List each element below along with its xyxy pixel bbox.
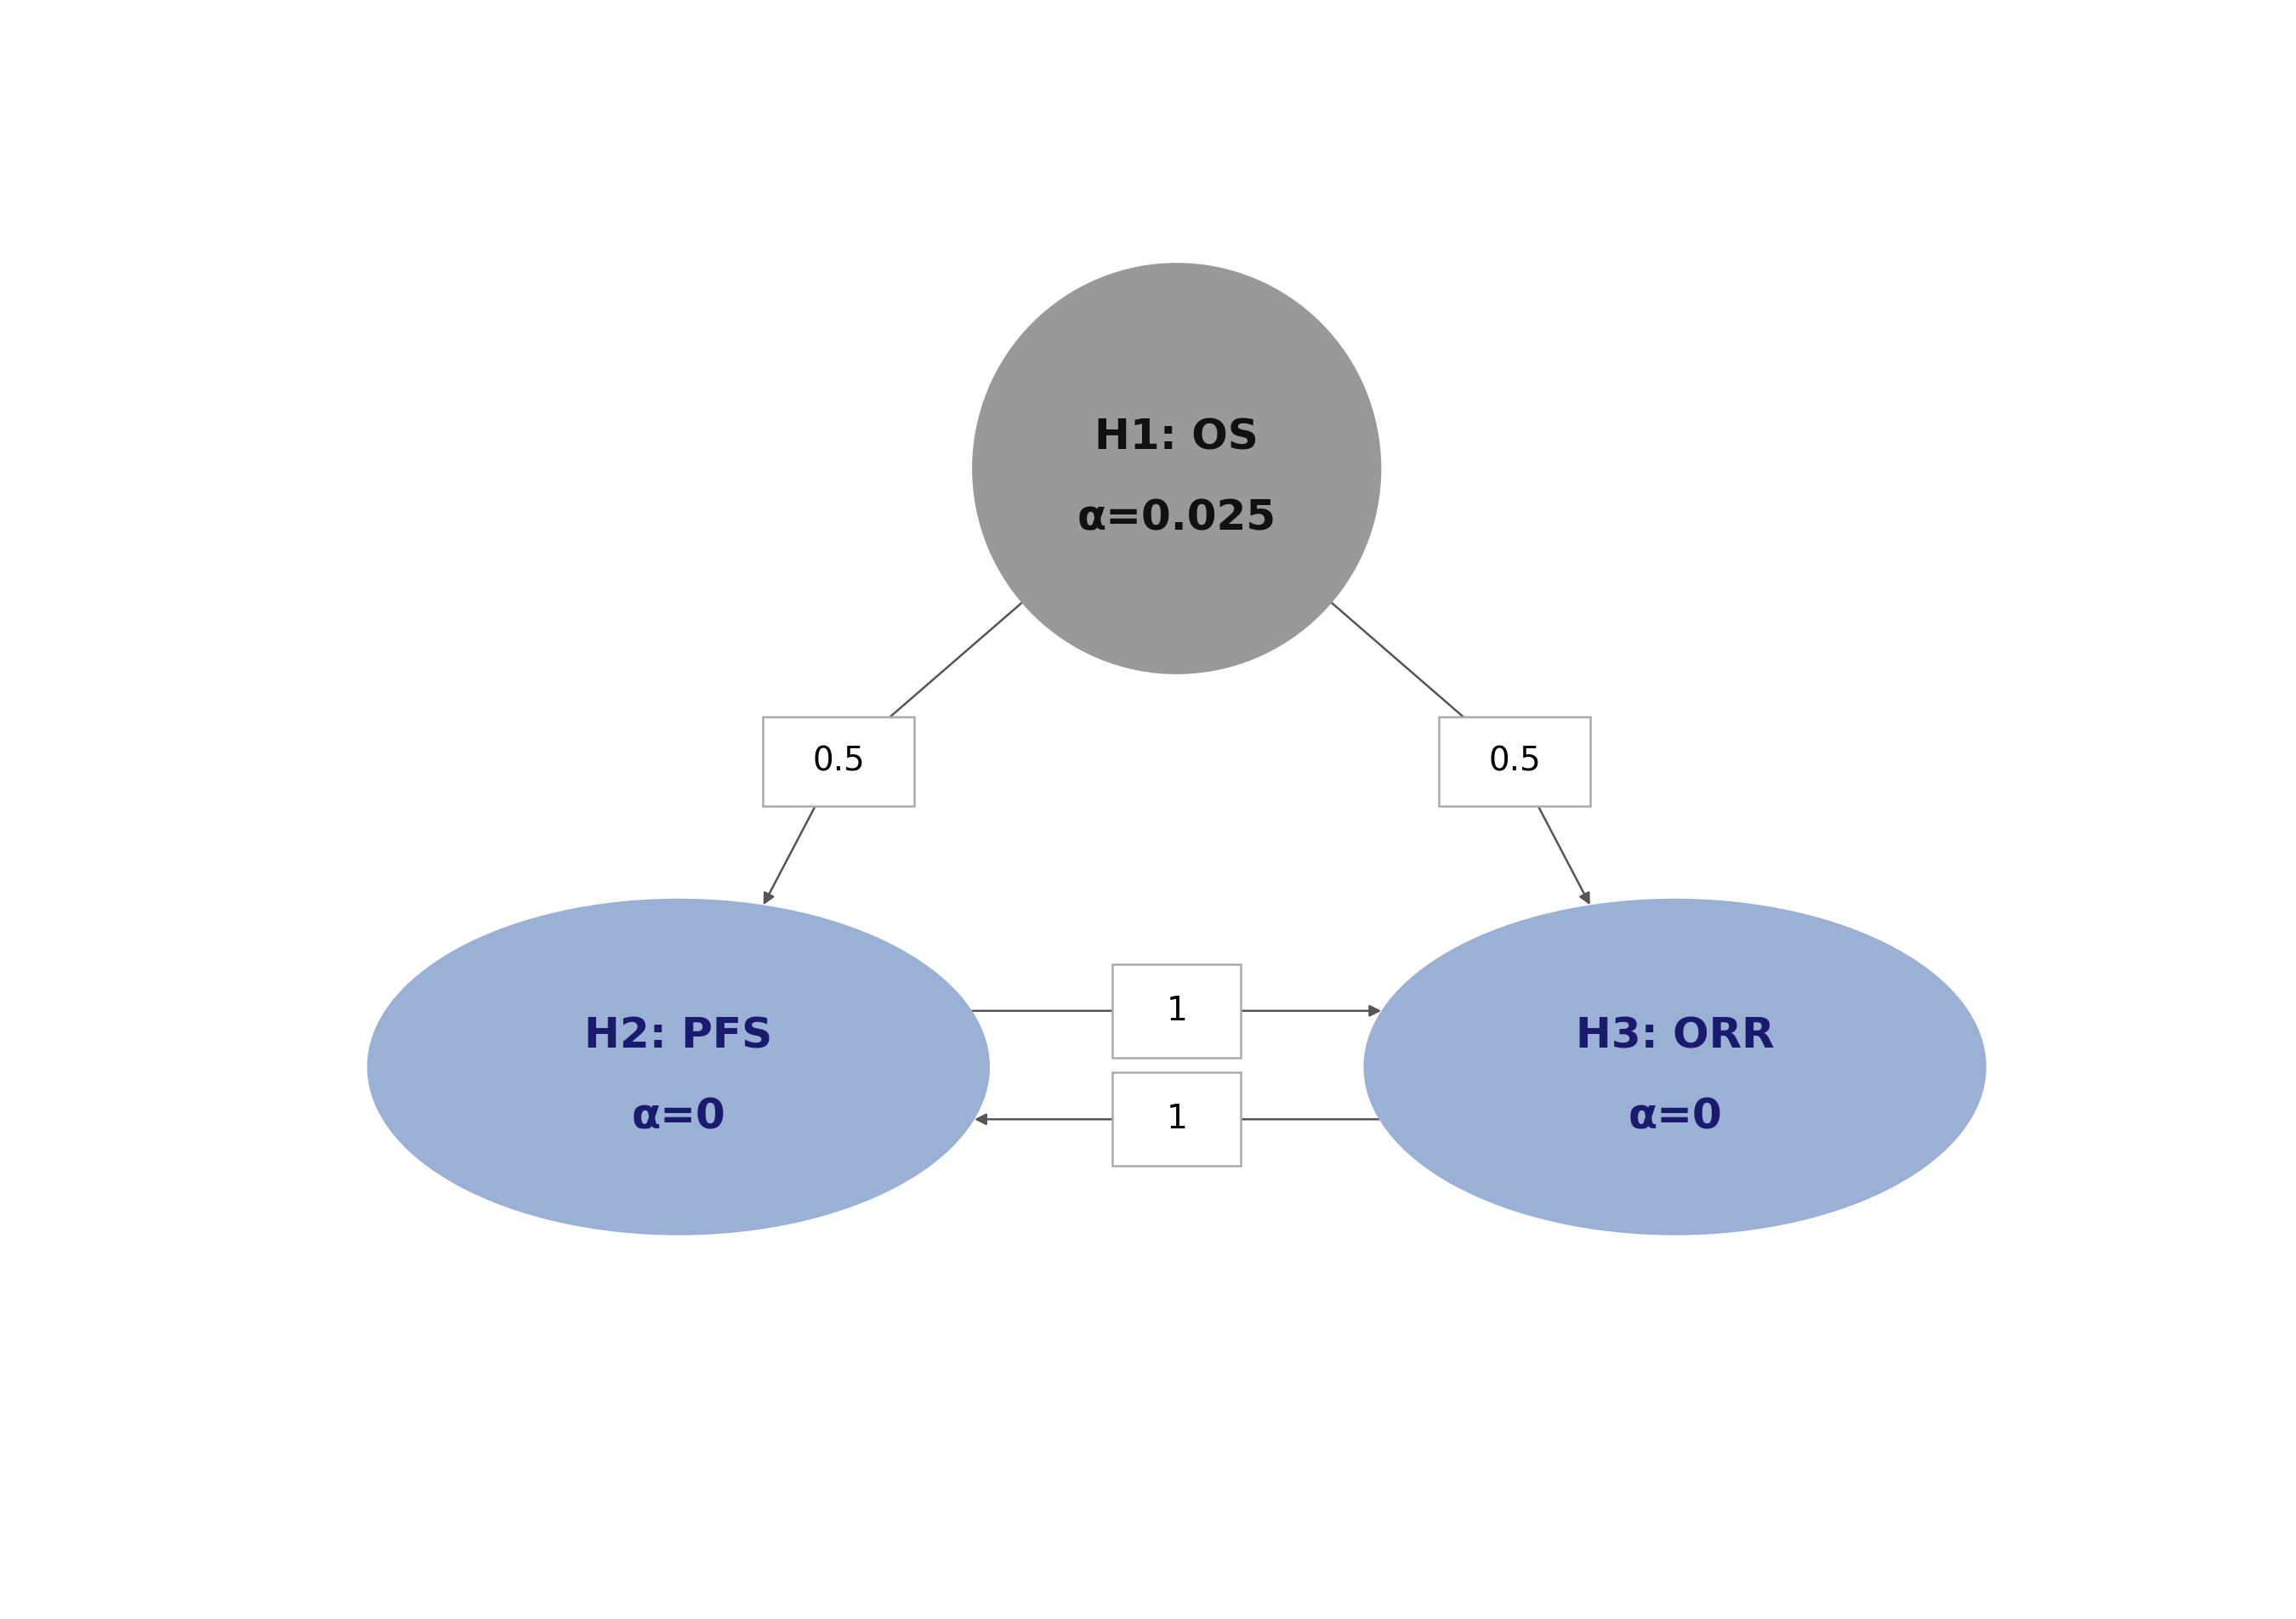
- FancyBboxPatch shape: [1114, 963, 1240, 1057]
- Text: α=0: α=0: [1628, 1096, 1722, 1137]
- Text: 0.5: 0.5: [813, 745, 866, 777]
- Text: H2: PFS: H2: PFS: [585, 1015, 771, 1056]
- Ellipse shape: [367, 899, 990, 1235]
- FancyBboxPatch shape: [1114, 1072, 1240, 1166]
- Text: α=0.025: α=0.025: [1077, 499, 1277, 539]
- Text: 1: 1: [1166, 994, 1187, 1026]
- Ellipse shape: [971, 262, 1382, 674]
- FancyBboxPatch shape: [762, 717, 914, 806]
- Ellipse shape: [1364, 899, 1986, 1235]
- Text: H3: ORR: H3: ORR: [1575, 1015, 1775, 1056]
- Text: H1: OS: H1: OS: [1095, 418, 1258, 458]
- FancyBboxPatch shape: [1440, 717, 1591, 806]
- Text: 1: 1: [1166, 1103, 1187, 1135]
- Text: α=0: α=0: [631, 1096, 726, 1137]
- Text: 0.5: 0.5: [1488, 745, 1541, 777]
